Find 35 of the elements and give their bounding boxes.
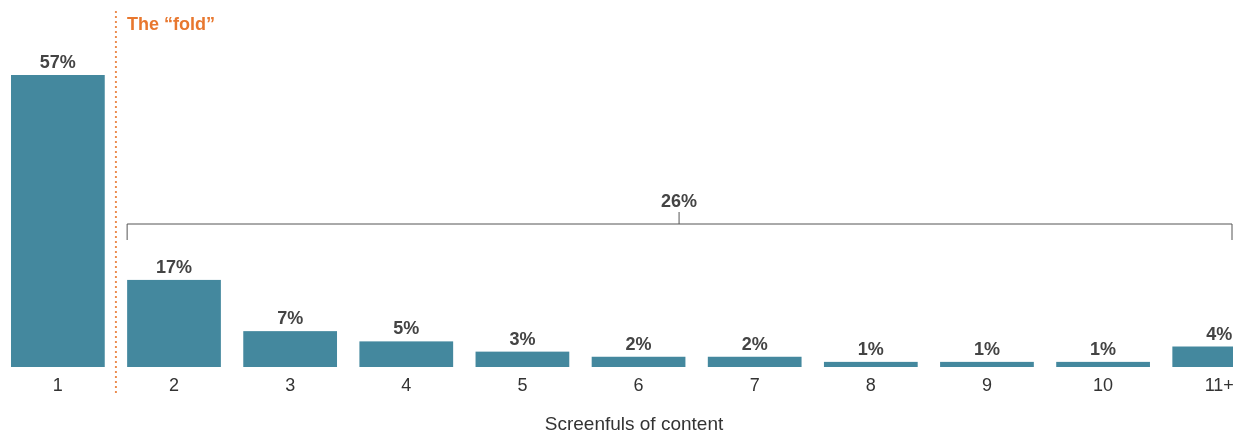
- bar: [127, 279, 221, 367]
- bar: [243, 331, 338, 367]
- bar: [475, 351, 570, 367]
- x-tick-label: 7: [749, 375, 760, 395]
- data-label: 17%: [155, 256, 193, 277]
- x-tick-label: 4: [401, 375, 412, 395]
- data-label: 1%: [1090, 338, 1117, 359]
- data-label: 1%: [857, 338, 884, 359]
- data-label: 3%: [509, 328, 536, 349]
- x-tick-label: 1: [52, 375, 63, 395]
- bar: [591, 356, 686, 367]
- x-tick-label: 11+: [1204, 375, 1233, 395]
- bar: [823, 361, 918, 367]
- bar: [11, 75, 105, 367]
- x-tick-label: 8: [865, 375, 876, 395]
- data-label: 2%: [741, 333, 768, 354]
- annotation: 26%: [661, 191, 698, 211]
- text: The “fold”: [126, 14, 215, 34]
- x-tick-label: 3: [285, 375, 296, 395]
- bar: [1056, 361, 1150, 367]
- x-tick-label: 2: [169, 375, 180, 395]
- bar: [707, 356, 802, 367]
- bar: [359, 341, 454, 367]
- data-label: 7%: [277, 308, 304, 329]
- x-tick-label: 9: [981, 375, 992, 395]
- x-axis-title: Screenfuls of content: [544, 413, 724, 432]
- x-tick-label: 5: [517, 375, 528, 395]
- data-label: 4%: [1206, 323, 1233, 344]
- data-label: 57%: [39, 52, 76, 72]
- data-label: 5%: [393, 318, 420, 339]
- data-label: 2%: [625, 333, 652, 354]
- x-tick-label: 10: [1093, 375, 1114, 395]
- bar: [940, 361, 1034, 367]
- x-tick-label: 6: [633, 375, 644, 395]
- data-label: 1%: [973, 338, 1000, 359]
